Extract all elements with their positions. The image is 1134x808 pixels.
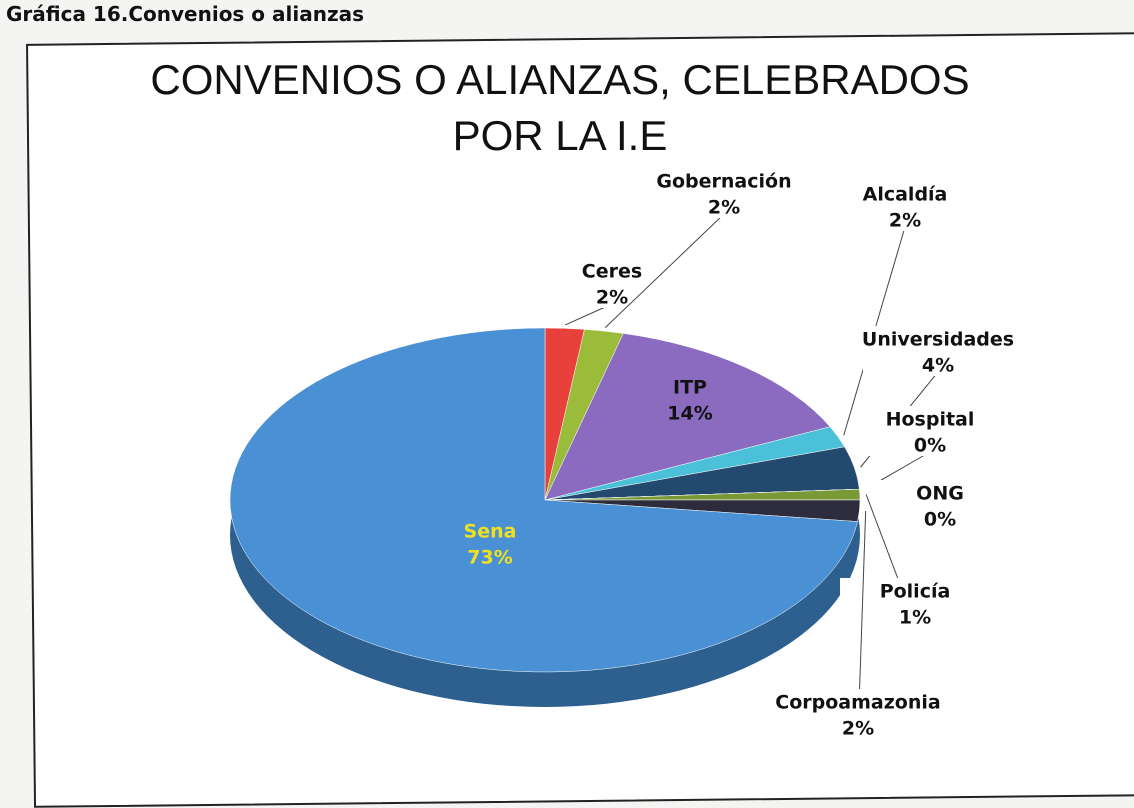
label-bg bbox=[840, 578, 990, 628]
chart: Ceres 2% Gobernación 2% ITP 14% Alcaldía 2% Univ… bbox=[229, 168, 1015, 740]
category-label: Policía bbox=[880, 581, 951, 603]
caption: Gráfica 16.Convenios o alianzas bbox=[6, 2, 364, 26]
value-label: 2% bbox=[708, 197, 740, 219]
category-label: ONG bbox=[916, 483, 964, 505]
category-label: Corpoamazonia bbox=[775, 692, 940, 714]
label-bg bbox=[830, 181, 980, 231]
pie-slice bbox=[544, 333, 831, 501]
pie-slice bbox=[229, 327, 858, 673]
value-label: 2% bbox=[842, 718, 874, 740]
value-label: 1% bbox=[899, 607, 931, 629]
label-bg bbox=[783, 689, 933, 739]
category-label: Hospital bbox=[886, 409, 975, 431]
value-label: 73% bbox=[467, 547, 512, 569]
category-label: ITP bbox=[673, 377, 707, 399]
label-bg bbox=[855, 406, 1005, 456]
chart-title: CONVENIOS O ALIANZAS, CELEBRADOS POR LA … bbox=[150, 56, 970, 159]
category-label: Gobernación bbox=[656, 171, 791, 193]
category-label: Sena bbox=[464, 521, 517, 543]
label-bg bbox=[537, 258, 687, 308]
leader-line bbox=[604, 213, 725, 329]
value-label: 0% bbox=[914, 435, 946, 457]
value-label: 2% bbox=[596, 287, 628, 309]
category-label: Universidades bbox=[862, 329, 1014, 351]
page: Gráfica 16.Convenios o alianzas CONVENIO… bbox=[6, 2, 1134, 808]
label-bg bbox=[863, 326, 1013, 376]
label-bg bbox=[865, 480, 1015, 530]
category-label: Ceres bbox=[582, 261, 642, 283]
label-bg bbox=[649, 168, 799, 218]
value-label: 14% bbox=[667, 403, 712, 425]
value-label: 0% bbox=[924, 509, 956, 531]
value-label: 4% bbox=[922, 355, 954, 377]
category-label: Alcaldía bbox=[863, 184, 948, 206]
value-label: 2% bbox=[889, 210, 921, 232]
